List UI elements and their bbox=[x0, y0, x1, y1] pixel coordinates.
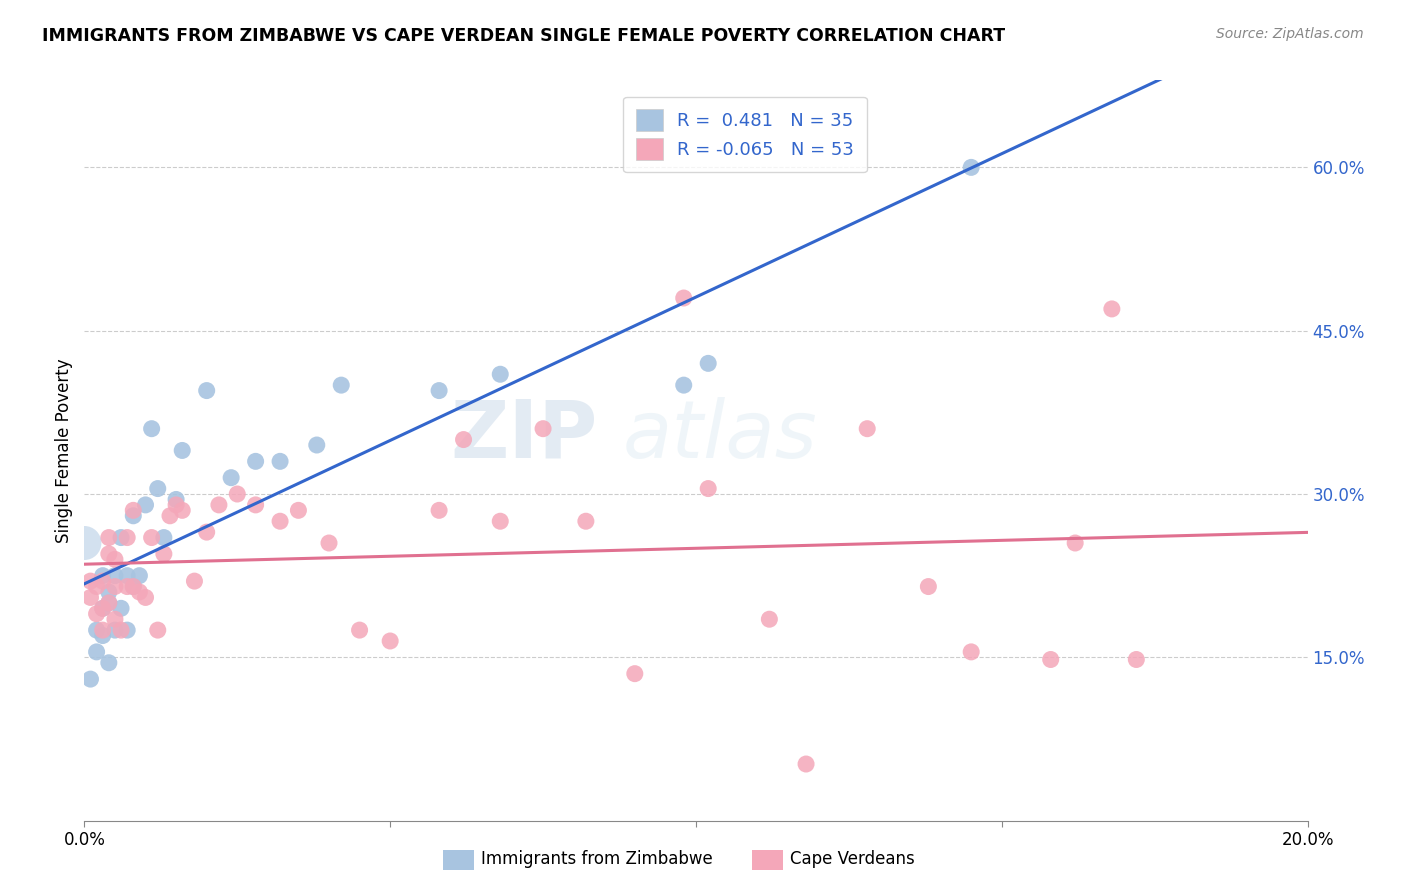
Point bbox=[115, 568, 138, 582]
Point bbox=[86, 580, 108, 594]
Point bbox=[960, 645, 983, 659]
Point bbox=[172, 503, 194, 517]
Point bbox=[97, 585, 120, 599]
Point bbox=[146, 623, 169, 637]
Point bbox=[91, 628, 114, 642]
Point bbox=[79, 591, 101, 605]
Point bbox=[318, 536, 340, 550]
Point bbox=[104, 552, 127, 566]
Point bbox=[624, 666, 647, 681]
Legend: R =  0.481   N = 35, R = -0.065   N = 53: R = 0.481 N = 35, R = -0.065 N = 53 bbox=[623, 96, 866, 172]
Point bbox=[97, 547, 120, 561]
Point bbox=[269, 514, 291, 528]
Point bbox=[269, 454, 291, 468]
Point bbox=[97, 596, 120, 610]
Point bbox=[91, 601, 114, 615]
Point bbox=[245, 454, 267, 468]
Point bbox=[531, 422, 554, 436]
Point bbox=[1101, 301, 1123, 316]
Point bbox=[97, 656, 120, 670]
Point bbox=[115, 580, 138, 594]
Point bbox=[115, 531, 138, 545]
Point bbox=[165, 498, 187, 512]
Point bbox=[427, 384, 450, 398]
Point bbox=[104, 580, 127, 594]
Point bbox=[226, 487, 249, 501]
Point bbox=[97, 531, 120, 545]
Point bbox=[672, 378, 695, 392]
Point bbox=[330, 378, 353, 392]
Point bbox=[159, 508, 181, 523]
Point bbox=[758, 612, 780, 626]
Point bbox=[856, 422, 879, 436]
Point bbox=[135, 498, 157, 512]
Point bbox=[1064, 536, 1087, 550]
Point bbox=[122, 503, 145, 517]
Point bbox=[110, 601, 132, 615]
Point bbox=[153, 547, 176, 561]
Point bbox=[349, 623, 371, 637]
Point bbox=[141, 422, 163, 436]
Point bbox=[208, 498, 231, 512]
Text: Cape Verdeans: Cape Verdeans bbox=[790, 850, 915, 868]
Point bbox=[128, 585, 150, 599]
Point bbox=[380, 634, 402, 648]
Point bbox=[141, 531, 163, 545]
Point bbox=[672, 291, 695, 305]
Point bbox=[86, 607, 108, 621]
Point bbox=[91, 601, 114, 615]
Point bbox=[697, 482, 720, 496]
Text: IMMIGRANTS FROM ZIMBABWE VS CAPE VERDEAN SINGLE FEMALE POVERTY CORRELATION CHART: IMMIGRANTS FROM ZIMBABWE VS CAPE VERDEAN… bbox=[42, 27, 1005, 45]
Point bbox=[453, 433, 475, 447]
Point bbox=[91, 623, 114, 637]
Point bbox=[91, 574, 114, 588]
Point bbox=[128, 568, 150, 582]
Text: Source: ZipAtlas.com: Source: ZipAtlas.com bbox=[1216, 27, 1364, 41]
Point bbox=[489, 368, 512, 382]
Y-axis label: Single Female Poverty: Single Female Poverty bbox=[55, 359, 73, 542]
Point bbox=[86, 623, 108, 637]
Point bbox=[79, 672, 101, 686]
Point bbox=[287, 503, 309, 517]
Point bbox=[960, 161, 983, 175]
Point bbox=[427, 503, 450, 517]
Point bbox=[115, 623, 138, 637]
Point bbox=[305, 438, 328, 452]
Point bbox=[110, 531, 132, 545]
Text: Immigrants from Zimbabwe: Immigrants from Zimbabwe bbox=[481, 850, 713, 868]
Point bbox=[104, 568, 127, 582]
Point bbox=[153, 531, 176, 545]
Point bbox=[104, 612, 127, 626]
Point bbox=[104, 623, 127, 637]
Point bbox=[110, 623, 132, 637]
Point bbox=[183, 574, 205, 588]
Point bbox=[1039, 652, 1062, 666]
Point bbox=[165, 492, 187, 507]
Point bbox=[575, 514, 598, 528]
Point bbox=[122, 580, 145, 594]
Point bbox=[135, 591, 157, 605]
Point bbox=[697, 356, 720, 370]
Point bbox=[122, 508, 145, 523]
Point bbox=[79, 574, 101, 588]
Point bbox=[245, 498, 267, 512]
Point bbox=[86, 645, 108, 659]
Point bbox=[219, 471, 242, 485]
Point bbox=[91, 568, 114, 582]
Point bbox=[97, 596, 120, 610]
Point bbox=[1125, 652, 1147, 666]
Point bbox=[146, 482, 169, 496]
Text: ZIP: ZIP bbox=[451, 397, 598, 475]
Point bbox=[917, 580, 939, 594]
Point bbox=[794, 757, 817, 772]
Point bbox=[489, 514, 512, 528]
Point bbox=[195, 525, 218, 540]
Point bbox=[73, 536, 96, 550]
Point bbox=[195, 384, 218, 398]
Point bbox=[122, 580, 145, 594]
Text: atlas: atlas bbox=[623, 397, 817, 475]
Point bbox=[172, 443, 194, 458]
